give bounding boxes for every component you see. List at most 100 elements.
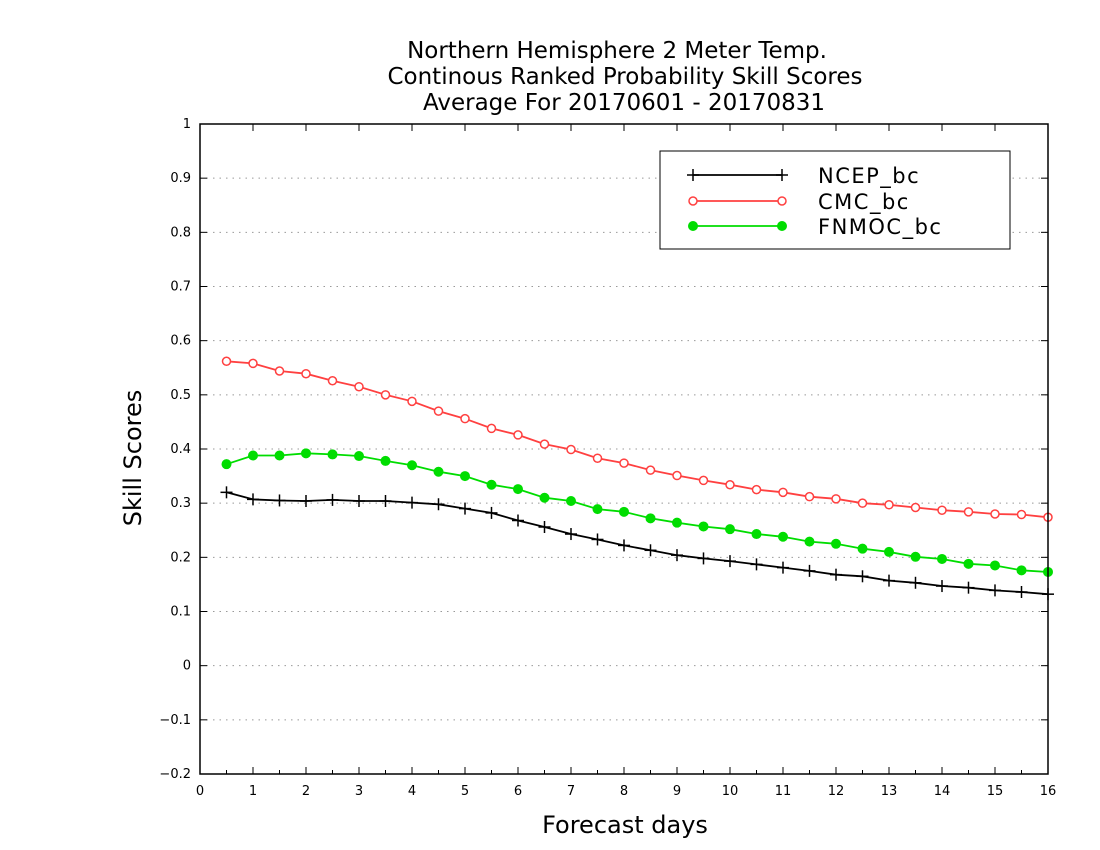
- legend-marker-start: [687, 169, 699, 181]
- chart-title-line-1: Northern Hemisphere 2 Meter Temp.: [407, 38, 827, 64]
- y-tick-label: 0.1: [170, 605, 191, 620]
- data-point-ncep-bc: [618, 539, 630, 552]
- data-point-ncep-bc: [459, 502, 471, 515]
- y-tick-label: −0.1: [159, 713, 191, 728]
- x-tick-label: 16: [1040, 784, 1057, 799]
- legend-marker-start: [688, 196, 698, 206]
- data-point-fnmoc-bc: [486, 479, 497, 490]
- data-point-ncep-bc: [750, 558, 763, 571]
- data-point-fnmoc-bc: [221, 459, 232, 470]
- data-point-ncep-bc: [538, 521, 551, 533]
- y-axis-label: Skill Scores: [119, 390, 147, 527]
- data-point-ncep-bc: [724, 555, 736, 568]
- data-point-cmc-bc: [433, 406, 444, 416]
- data-point-cmc-bc: [248, 358, 258, 369]
- data-point-cmc-bc: [884, 500, 894, 510]
- legend-marker-end: [777, 196, 787, 206]
- data-point-cmc-bc: [645, 465, 656, 475]
- legend-marker-end: [777, 221, 787, 231]
- data-point-ncep-bc: [406, 496, 418, 509]
- plot-frame: [199, 123, 1049, 775]
- y-tick-label: 0.6: [170, 334, 191, 349]
- data-point-fnmoc-bc: [460, 471, 470, 482]
- data-point-cmc-bc: [857, 498, 868, 508]
- x-tick-label: 6: [514, 784, 522, 799]
- data-point-ncep-bc: [485, 506, 498, 519]
- data-point-fnmoc-bc: [433, 466, 444, 477]
- data-point-ncep-bc: [856, 570, 869, 583]
- data-point-cmc-bc: [539, 439, 550, 449]
- data-point-ncep-bc: [1015, 586, 1028, 598]
- data-point-fnmoc-bc: [592, 504, 603, 515]
- data-point-ncep-bc: [273, 494, 286, 507]
- x-tick-label: 1: [249, 784, 257, 799]
- data-point-ncep-bc: [220, 486, 233, 499]
- data-point-ncep-bc: [883, 574, 895, 587]
- data-point-fnmoc-bc: [327, 449, 338, 460]
- data-point-ncep-bc: [379, 495, 392, 507]
- x-tick-label: 3: [355, 784, 363, 799]
- y-tick-label: 0.2: [170, 550, 191, 565]
- y-tick-label: 1: [183, 117, 191, 132]
- x-tick-label: 9: [673, 784, 681, 799]
- data-point-ncep-bc: [777, 561, 789, 574]
- data-point-fnmoc-bc: [804, 536, 815, 547]
- x-tick-label: 10: [722, 784, 739, 799]
- data-point-cmc-bc: [619, 458, 629, 468]
- grid-lines: [200, 177, 1048, 721]
- data-point-cmc-bc: [963, 507, 974, 517]
- data-point-fnmoc-bc: [963, 558, 974, 569]
- x-tick-label: 8: [620, 784, 628, 799]
- y-tick-label: 0.7: [170, 280, 191, 295]
- data-point-cmc-bc: [910, 502, 921, 513]
- data-point-cmc-bc: [778, 487, 788, 498]
- data-point-fnmoc-bc: [698, 521, 709, 532]
- x-tick-label: 13: [881, 784, 898, 799]
- legend-item-ncep-bc: NCEP_bc: [687, 164, 920, 189]
- data-point-fnmoc-bc: [645, 513, 656, 524]
- series-line-cmc-bc: [226, 360, 1049, 519]
- data-point-fnmoc-bc: [990, 560, 1000, 571]
- data-point-cmc-bc: [725, 480, 735, 490]
- legend-marker-end: [776, 169, 788, 181]
- data-point-cmc-bc: [380, 390, 391, 400]
- data-point-cmc-bc: [804, 491, 815, 502]
- data-point-ncep-bc: [591, 533, 604, 546]
- series-fnmoc-bc: [221, 448, 1053, 577]
- data-point-ncep-bc: [697, 552, 710, 565]
- data-point-cmc-bc: [592, 453, 603, 463]
- data-point-cmc-bc: [937, 505, 947, 515]
- data-point-cmc-bc: [990, 509, 1000, 519]
- data-point-ncep-bc: [671, 549, 683, 562]
- data-point-cmc-bc: [460, 413, 470, 424]
- chart-title-line-2: Continous Ranked Probability Skill Score…: [387, 64, 862, 90]
- data-point-fnmoc-bc: [566, 496, 576, 506]
- data-point-ncep-bc: [962, 581, 975, 594]
- x-tick-label: 14: [934, 784, 951, 799]
- legend-label: NCEP_bc: [818, 164, 920, 189]
- data-point-cmc-bc: [407, 396, 417, 407]
- data-point-fnmoc-bc: [380, 455, 391, 466]
- y-tick-label: 0.4: [170, 442, 191, 457]
- data-point-fnmoc-bc: [274, 450, 285, 461]
- x-tick-label: 12: [828, 784, 845, 799]
- x-tick-label: 7: [567, 784, 575, 799]
- legend-box: [659, 150, 1011, 250]
- data-point-cmc-bc: [327, 376, 338, 386]
- data-point-cmc-bc: [221, 356, 232, 366]
- data-point-cmc-bc: [513, 430, 523, 440]
- data-point-fnmoc-bc: [619, 506, 629, 517]
- y-tick-label: 0: [183, 659, 191, 674]
- data-point-cmc-bc: [274, 366, 285, 376]
- data-point-ncep-bc: [353, 495, 365, 507]
- data-point-fnmoc-bc: [539, 492, 550, 503]
- data-point-ncep-bc: [326, 493, 339, 506]
- y-tick-label: 0.8: [170, 225, 191, 240]
- data-point-fnmoc-bc: [672, 517, 682, 528]
- data-point-ncep-bc: [300, 495, 312, 507]
- x-tick-label: 4: [408, 784, 416, 799]
- x-tick-label: 2: [302, 784, 310, 799]
